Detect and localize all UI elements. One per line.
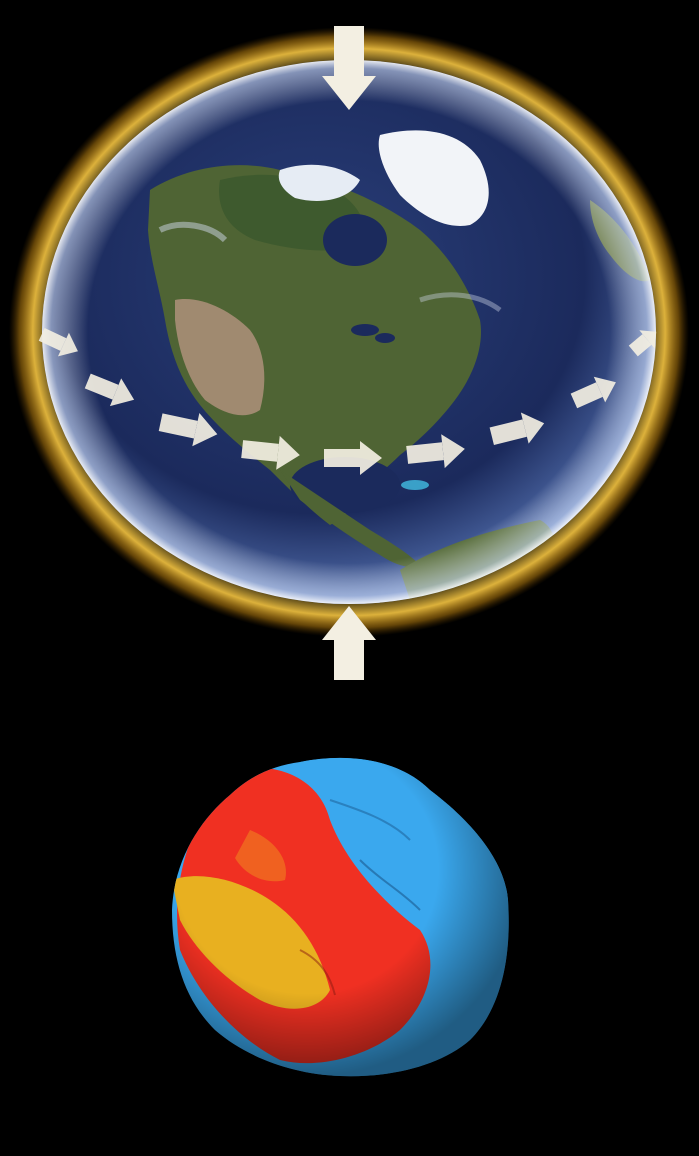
compression-arrow-bottom	[322, 606, 376, 680]
rotation-arrow	[158, 413, 218, 447]
equatorial-arrows	[38, 328, 657, 475]
rotation-arrow	[241, 435, 300, 470]
rotation-arrow	[570, 376, 616, 409]
rotation-arrow	[84, 373, 135, 407]
rotation-arrow	[324, 441, 382, 475]
rotation-arrow	[406, 434, 465, 469]
rotation-arrow	[628, 330, 657, 357]
rotation-arrow	[489, 412, 545, 446]
geoid-model	[172, 757, 509, 1077]
earth-globe	[42, 60, 656, 604]
compression-arrow-top	[322, 26, 376, 110]
rotation-arrow	[38, 328, 78, 357]
